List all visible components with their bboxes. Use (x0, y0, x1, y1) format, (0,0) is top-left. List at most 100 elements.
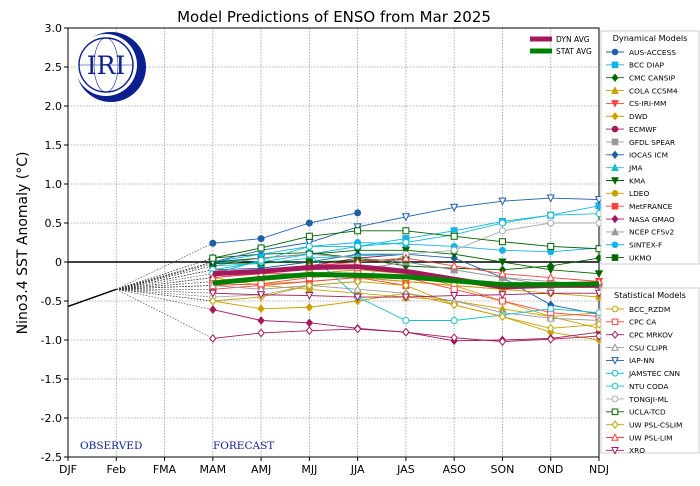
legend-label-uw-psl-lim: UW PSL-LIM (629, 433, 673, 442)
legend-marker-iap-nn (611, 357, 619, 365)
point-xro (208, 289, 217, 298)
point-cpc-mrkov (257, 328, 265, 338)
x-tick-label: OND (538, 463, 563, 476)
connector-uw-psl-cslim (116, 289, 213, 302)
point-ntu-coda (354, 242, 362, 250)
point-cpc-mrkov (353, 324, 362, 334)
legend-marker-ucla-tcd (611, 408, 619, 416)
observed-line (67, 288, 117, 308)
legend-marker-uw-psl-cslim (611, 420, 619, 429)
legend-marker-nasa-gmao (611, 214, 619, 224)
legend-label-ncep-cfsv2: NCEP CFSv2 (629, 228, 674, 237)
connector-jamstec-cnn (116, 269, 213, 290)
legend-label-cpc-mrkov: CPC MRKOV (629, 331, 673, 340)
legend-label-jamstec-cnn: JAMSTEC CNN (628, 369, 680, 378)
legend-label-csu-clipr: CSU CLIPR (629, 343, 668, 352)
legend-label-iocas-icm: IOCAS ICM (629, 151, 668, 160)
legend-marker-gfdl-spear (611, 138, 619, 146)
point-cpc-mrkov (498, 337, 507, 346)
legend-label-kma: KMA (629, 176, 645, 185)
legend-marker-ecmwf (611, 125, 619, 133)
point-uw-psl-cslim (353, 277, 362, 286)
legend-marker-sintex-f (611, 241, 619, 249)
point-ucla-tcd (450, 232, 458, 240)
point-iap-nn (353, 223, 362, 232)
x-tick-label: JAS (396, 463, 415, 476)
legend-label-ntu-coda: NTU CODA (629, 382, 668, 391)
legend-label-sintex-f: SINTEX-F (629, 241, 662, 250)
point-uw-psl-cslim (305, 281, 314, 290)
point-ucla-tcd (354, 227, 362, 235)
legend-label-ukmo: UKMO (629, 253, 652, 262)
iri-logo-text: IRI (87, 51, 126, 80)
point-xro (401, 293, 411, 302)
legend-label-aus-access: AUS-ACCESS (629, 48, 676, 57)
legend-label-gfdl-spear: GFDL SPEAR (629, 138, 675, 147)
legend-marker-ntu-coda (611, 382, 619, 390)
point-ucla-tcd (498, 238, 506, 246)
point-uw-psl-lim (546, 272, 555, 282)
x-tick-label: NDJ (589, 463, 609, 476)
legend-marker-cmc-cansip (611, 73, 619, 82)
point-uw-psl-cslim (547, 323, 555, 333)
connector-csu-clipr (116, 285, 213, 290)
connector-ucla-tcd (116, 257, 213, 290)
point-aus-access (209, 239, 217, 247)
avg-legend-label-dyn-avg: DYN AVG (556, 35, 590, 44)
dynamical-legend-title: Dynamical Models (613, 33, 688, 43)
legend-marker-bcc-diap (611, 61, 619, 69)
forecast-connectors (116, 243, 213, 339)
point-tongji-ml (498, 227, 506, 235)
chart-title: Model Predictions of ENSO from Mar 2025 (177, 8, 491, 26)
iri-logo-meridian (93, 37, 119, 93)
legend-marker-cola-ccsm4 (611, 86, 619, 94)
y-tick-label: 2.5 (45, 61, 63, 74)
y-axis-ticks: 3.0 2.5 2.0 1.5 1.0 0.5 0 -0.5 -1.0 -1.5 -2.0 -2.5 (41, 22, 68, 464)
legend-marker-ldeo (611, 190, 619, 197)
point-cpc-mrkov (209, 334, 217, 343)
point-jamstec-cnn (547, 305, 555, 313)
point-uw-psl-cslim (402, 281, 410, 290)
point-dwd (305, 302, 314, 312)
point-ucla-tcd (257, 244, 265, 252)
point-ntu-coda (402, 239, 410, 246)
y-tick-label: 1.5 (45, 139, 63, 152)
legend-label-ucla-tcd: UCLA-TCD (629, 408, 666, 417)
legend-label-metfrance: MetFRANCE (629, 202, 673, 211)
point-nasa-gmao (209, 305, 217, 314)
line-aus-access (212, 212, 358, 244)
y-tick-label: 2.0 (45, 100, 63, 113)
point-ntu-coda (547, 211, 555, 219)
point-iap-nn (498, 197, 507, 206)
point-jamstec-cnn (305, 250, 313, 258)
plot-layer: 3.02.52.01.51.00.50-0.5-1.0-1.5-2.0-2.5D… (41, 22, 700, 476)
point-iap-nn (450, 203, 459, 213)
point-nasa-gmao (257, 316, 265, 325)
x-tick-label: AMJ (251, 463, 271, 476)
y-tick-label: 3.0 (45, 22, 63, 35)
legend-marker-ukmo (611, 254, 619, 261)
point-iap-nn (401, 213, 411, 222)
series-uw-psl-cslim (209, 277, 603, 333)
point-uw-psl-cslim (498, 312, 507, 321)
legend-marker-uw-psl-lim (611, 433, 619, 441)
dynamical-legend-box (600, 30, 700, 265)
point-ncep-cfsv2 (450, 265, 459, 274)
point-ntu-coda (305, 242, 313, 250)
legend-marker-cpc-ca (611, 318, 619, 326)
point-ucla-tcd (402, 227, 410, 235)
x-axis-ticks: DJF Feb FMA MAM AMJ MJJ JJA JAS ASO SON OND NDJ (59, 457, 609, 476)
statistical-legend: Statistical Models BCC_RZDM CPC CA CPC MRKO… (600, 287, 700, 455)
connector-uw-psl-lim (116, 277, 213, 290)
point-xro (256, 291, 266, 300)
x-tick-label: JJA (350, 463, 365, 476)
y-axis-label: Nino3.4 SST Anomaly (°C) (15, 152, 31, 335)
x-tick-label: MAM (200, 463, 227, 476)
point-tongji-ml (547, 219, 555, 227)
point-jamstec-cnn (402, 317, 410, 324)
point-cpc-mrkov (305, 326, 314, 336)
avg-legend-label-stat-avg: STAT AVG (556, 47, 592, 56)
legend-label-dwd: DWD (629, 112, 648, 121)
legend-marker-bcc-rzdm (611, 305, 619, 313)
